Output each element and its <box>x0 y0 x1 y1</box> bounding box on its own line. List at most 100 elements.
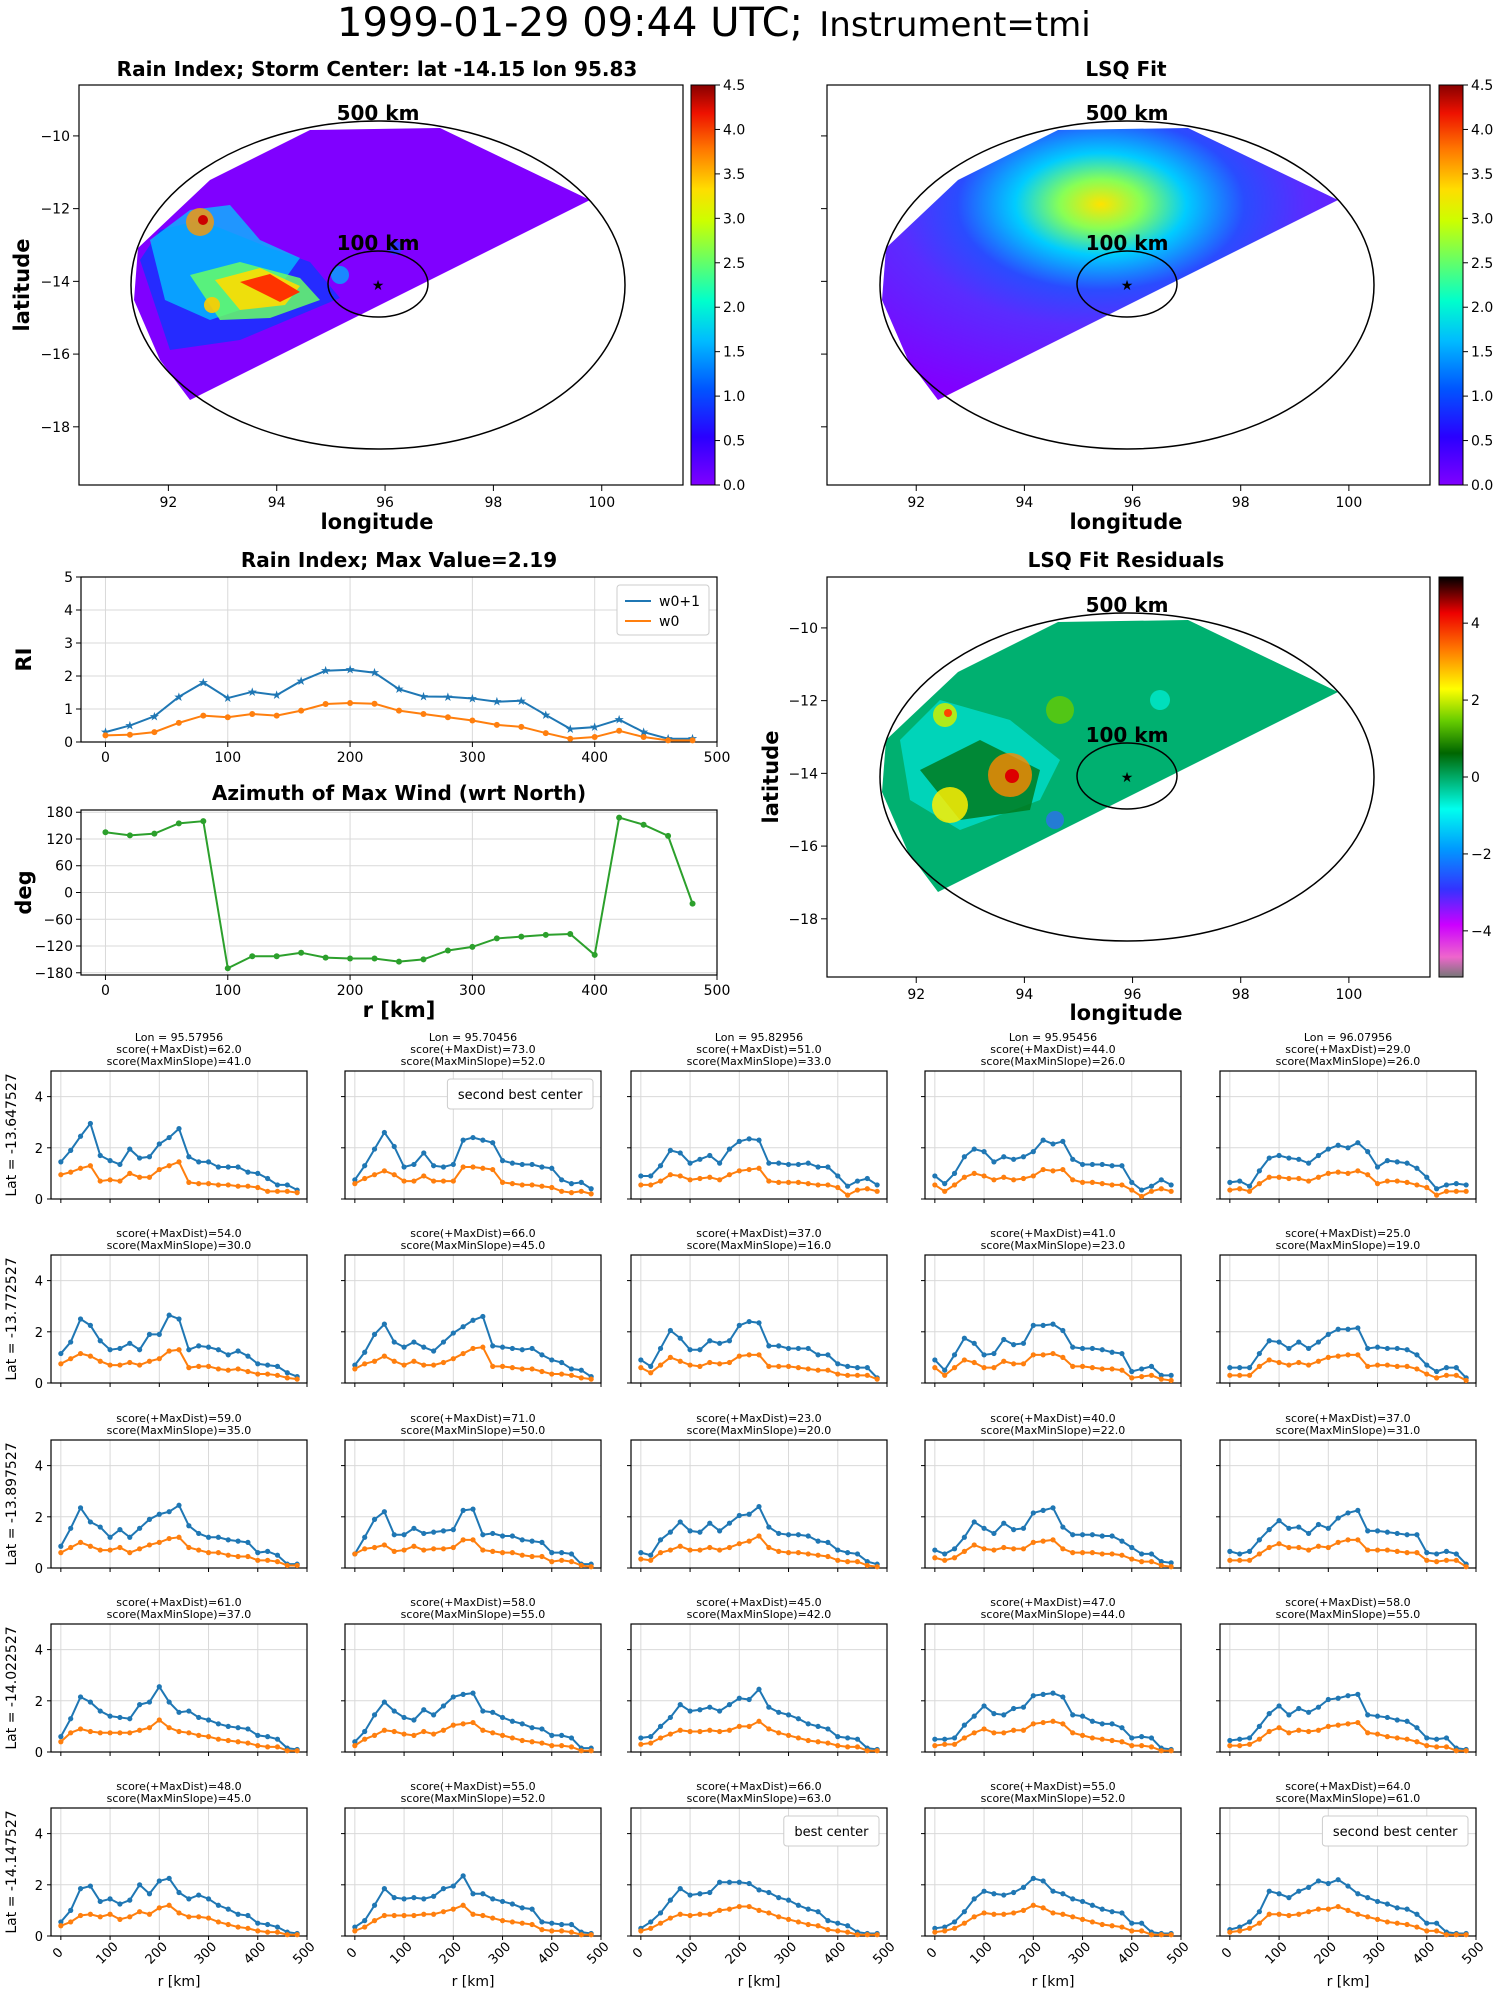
chart-frame <box>80 576 718 743</box>
panel-point <box>490 1548 496 1554</box>
panel-point <box>371 1732 378 1738</box>
panel-point <box>146 1699 153 1705</box>
panel-point <box>401 1532 407 1538</box>
rain-index-ring-100-label: 100 km <box>337 231 420 255</box>
panel-point <box>1237 1924 1243 1930</box>
panel-point <box>196 1159 202 1165</box>
panel-point <box>707 1174 713 1180</box>
series-point <box>175 719 182 726</box>
panel-point <box>1296 1175 1302 1182</box>
panel-title: score(+MaxDist)=64.0 <box>1285 1780 1410 1793</box>
panel-point <box>756 1165 762 1171</box>
panel-point <box>874 1748 880 1754</box>
series-point <box>371 700 378 707</box>
panel-point <box>1394 1363 1400 1369</box>
panel-point <box>756 1686 762 1692</box>
series-point <box>151 729 158 736</box>
panel-point <box>401 1896 407 1902</box>
chart-ytick-label: 4 <box>64 603 73 619</box>
panel-point <box>421 1911 427 1917</box>
panel-point <box>667 1915 673 1921</box>
panel-point <box>707 1520 713 1526</box>
lsq-residuals-map-title: LSQ Fit Residuals <box>1028 548 1225 572</box>
panel-point <box>499 1732 506 1738</box>
map-xtick-label: 94 <box>1015 495 1033 511</box>
panel-point <box>1050 1321 1056 1327</box>
panel-point <box>1089 1550 1095 1556</box>
panel-point <box>146 1542 153 1548</box>
panel-point <box>1079 1916 1086 1922</box>
panel-point <box>1306 1547 1312 1553</box>
candidate-panel: score(+MaxDist)=23.0score(MaxMinSlope)=2… <box>627 1412 888 1572</box>
panel-xtick-label: 500 <box>290 1939 318 1967</box>
panel-point <box>215 1721 221 1727</box>
panel-point <box>1139 1366 1145 1372</box>
chart-xtick-label: 400 <box>581 983 608 999</box>
panel-point <box>1001 1892 1007 1898</box>
panel-point <box>1443 1372 1450 1378</box>
series-point <box>126 832 133 839</box>
panel-point <box>776 1530 782 1537</box>
panel-point <box>1434 1559 1440 1565</box>
panel-point <box>1256 1909 1262 1915</box>
panel-point <box>707 1359 713 1366</box>
panel-point <box>196 1914 202 1920</box>
panel-point <box>1158 1932 1164 1938</box>
panel-point <box>117 1730 123 1736</box>
chart-xtick-label: 500 <box>704 983 731 999</box>
panel-point <box>1443 1744 1450 1750</box>
panel-point <box>274 1363 281 1369</box>
panel-point <box>1424 1735 1430 1741</box>
panel-frame <box>630 1807 888 1937</box>
panel-point <box>117 1345 123 1352</box>
panel-point <box>835 1743 841 1749</box>
panel-point <box>58 1739 64 1745</box>
panel-point <box>490 1363 496 1369</box>
panel-point <box>795 1345 801 1352</box>
panel-point <box>68 1544 74 1551</box>
panel-point <box>1256 1920 1262 1926</box>
panel-point <box>1060 1721 1066 1727</box>
panel-point <box>87 1911 93 1917</box>
panel-point <box>68 1525 74 1531</box>
panel-point <box>431 1712 437 1718</box>
panel-point <box>1404 1179 1410 1185</box>
series-point <box>542 931 549 938</box>
panel-point <box>529 1725 535 1731</box>
panel-point <box>559 1743 565 1749</box>
panel-frame <box>50 1807 308 1937</box>
panel-point <box>981 1365 987 1371</box>
panel-point <box>1011 1177 1017 1183</box>
panel-point <box>1286 1175 1292 1182</box>
panel-point <box>440 1727 447 1733</box>
panel-point <box>1168 1560 1174 1566</box>
panel-point <box>255 1928 261 1934</box>
panel-point <box>951 1365 958 1371</box>
panel-xtick-label: 400 <box>821 1939 849 1967</box>
panel-point <box>431 1362 437 1368</box>
panel-point <box>176 1347 182 1353</box>
panel-point <box>1030 1322 1036 1328</box>
panel-point <box>588 1186 594 1192</box>
panel-point <box>68 1716 74 1722</box>
candidate-panel: score(+MaxDist)=59.0score(MaxMinSlope)=3… <box>4 1412 308 1577</box>
panel-point <box>578 1932 584 1938</box>
panel-point <box>186 1179 192 1185</box>
panel-point <box>578 1188 584 1194</box>
panel-point <box>1453 1932 1459 1938</box>
panel-point <box>146 1154 153 1160</box>
panel-point <box>1325 1880 1331 1887</box>
series-point <box>567 735 574 742</box>
panel-point <box>932 1182 938 1188</box>
panel-point <box>1443 1182 1450 1188</box>
panel-point <box>776 1363 782 1369</box>
panel-point <box>805 1345 811 1352</box>
panel-frame <box>1219 1254 1477 1384</box>
panel-point <box>717 1340 723 1346</box>
panel-point <box>1060 1694 1066 1700</box>
panel-point <box>971 1914 977 1920</box>
panel-point <box>127 1550 133 1556</box>
chart-xtick-label: 0 <box>101 983 110 999</box>
series-point: ★ <box>516 694 527 708</box>
panel-point <box>1306 1345 1312 1352</box>
